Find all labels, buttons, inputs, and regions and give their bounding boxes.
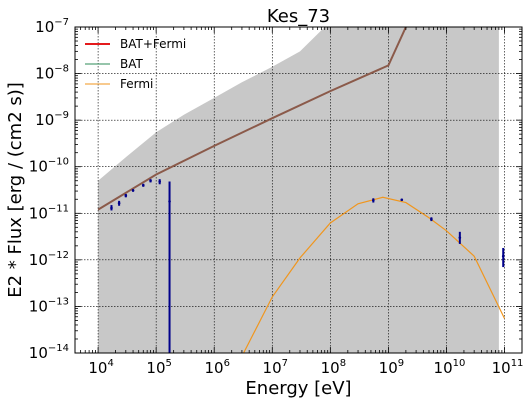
legend-label-0: BAT+Fermi	[120, 37, 186, 51]
x-tick-label-4: 108	[321, 358, 346, 377]
legend-label-1: BAT	[120, 57, 144, 71]
legend-entry-bat-fermi: BAT+Fermi	[85, 37, 186, 51]
plot-frame	[74, 26, 523, 354]
series-line-bat-fermi	[97, 27, 407, 211]
data-point-4	[141, 183, 145, 187]
data-point-12	[501, 247, 505, 268]
ticks-layer	[74, 26, 523, 354]
chart-title: Kes_73	[267, 6, 330, 27]
y-tick-labels: 10−14 10−13 10−12 10−11 10−10 10−9 10−8 10−7	[29, 17, 69, 362]
data-point-7	[168, 181, 171, 353]
data-marker-7	[168, 200, 171, 203]
uncertainty-band	[98, 27, 499, 353]
band-layer	[98, 27, 499, 353]
y-tick-label-3: 10−11	[29, 203, 69, 222]
data-point-5	[149, 179, 152, 183]
data-point-8	[372, 198, 375, 203]
legend-entry-fermi: Fermi	[85, 77, 153, 91]
x-tick-label-2: 106	[204, 358, 229, 377]
points-layer	[110, 179, 505, 353]
y-tick-label-5: 10−9	[35, 110, 69, 129]
y-tick-label-7: 10−7	[35, 17, 69, 36]
legend-entry-bat: BAT	[85, 57, 144, 71]
data-marker-0	[110, 206, 113, 210]
data-marker-8	[372, 199, 375, 202]
data-marker-6	[158, 180, 161, 183]
data-point-0	[110, 205, 113, 211]
data-point-11	[458, 231, 462, 244]
data-point-6	[158, 179, 161, 185]
x-tick-label-7: 1011	[492, 358, 524, 377]
y-tick-label-1: 10−13	[29, 296, 69, 315]
legend-label-2: Fermi	[120, 77, 153, 91]
data-marker-12	[501, 254, 505, 258]
data-marker-5	[149, 179, 152, 183]
x-tick-label-0: 104	[88, 358, 113, 377]
x-tick-label-5: 109	[379, 358, 404, 377]
y-tick-label-4: 10−10	[29, 157, 69, 176]
y-axis-title: E2 * Flux [erg / (cm2 s)]	[5, 82, 26, 298]
data-point-3	[131, 189, 135, 192]
data-marker-4	[141, 183, 145, 187]
x-tick-label-3: 107	[263, 358, 288, 377]
data-point-1	[117, 200, 121, 206]
data-point-9	[400, 198, 404, 202]
legend: BAT+Fermi BAT Fermi	[85, 37, 186, 91]
y-tick-label-0: 10−14	[29, 343, 69, 362]
data-marker-9	[400, 198, 404, 202]
data-marker-1	[117, 201, 121, 205]
data-marker-3	[131, 189, 135, 192]
series-line-fermi	[243, 196, 506, 353]
x-tick-labels: 104 105 106 107 108 109 1010 1011	[88, 358, 523, 377]
y-tick-label-6: 10−8	[35, 64, 69, 83]
series-layer	[97, 27, 506, 353]
x-tick-label-6: 1010	[434, 358, 466, 377]
data-point-10	[430, 217, 433, 222]
data-marker-2	[124, 194, 128, 197]
x-tick-label-1: 105	[146, 358, 171, 377]
y-tick-label-2: 10−12	[29, 250, 69, 269]
data-marker-10	[430, 217, 433, 221]
data-point-2	[124, 193, 128, 198]
data-marker-11	[458, 236, 462, 239]
x-axis-title: Energy [eV]	[245, 378, 351, 399]
